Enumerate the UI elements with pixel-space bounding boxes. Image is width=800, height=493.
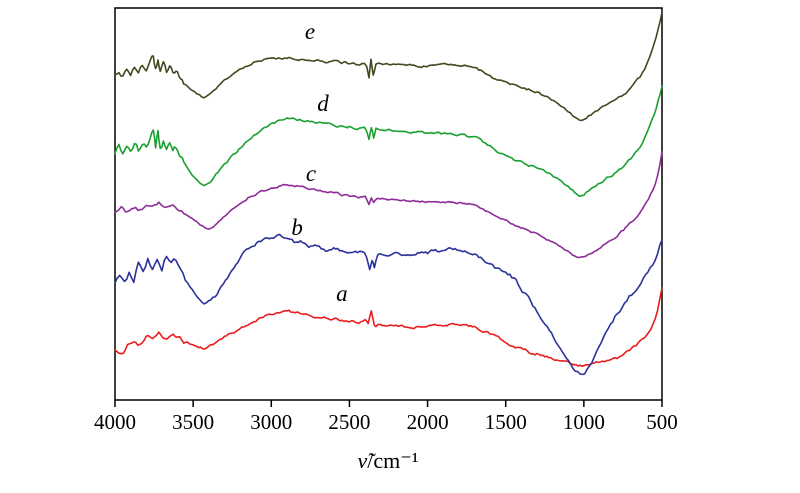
curve-label-b: b bbox=[291, 215, 303, 240]
plot-border bbox=[114, 7, 663, 401]
x-tick-label: 3500 bbox=[172, 410, 215, 434]
x-axis-title: ν̃/cm⁻¹ bbox=[358, 448, 419, 474]
curve-label-c: c bbox=[305, 161, 317, 186]
spectrum-curve-e bbox=[114, 11, 663, 122]
spectrum-curve-c bbox=[114, 151, 663, 259]
x-tick-label: 2500 bbox=[328, 410, 371, 434]
curve-label-a: a bbox=[336, 281, 348, 306]
x-tick-label: 2000 bbox=[406, 410, 449, 434]
x-axis-title-units: /cm⁻¹ bbox=[367, 448, 419, 473]
spectrum-curve-b bbox=[114, 233, 663, 376]
spectrum-curve-a bbox=[114, 287, 663, 368]
x-axis-ticks bbox=[114, 400, 663, 407]
x-tick-label: 3000 bbox=[250, 410, 293, 434]
x-tick-label: 4000 bbox=[94, 410, 136, 434]
spectrum-curves bbox=[114, 11, 663, 376]
spectrum-curve-d bbox=[114, 85, 663, 197]
x-tick-label: 1500 bbox=[484, 410, 527, 434]
x-axis-title-nu: ν̃ bbox=[357, 448, 368, 473]
x-tick-label: 500 bbox=[646, 410, 678, 434]
curve-label-e: e bbox=[304, 19, 316, 44]
x-tick-label: 1000 bbox=[562, 410, 605, 434]
curve-label-d: d bbox=[317, 91, 329, 116]
